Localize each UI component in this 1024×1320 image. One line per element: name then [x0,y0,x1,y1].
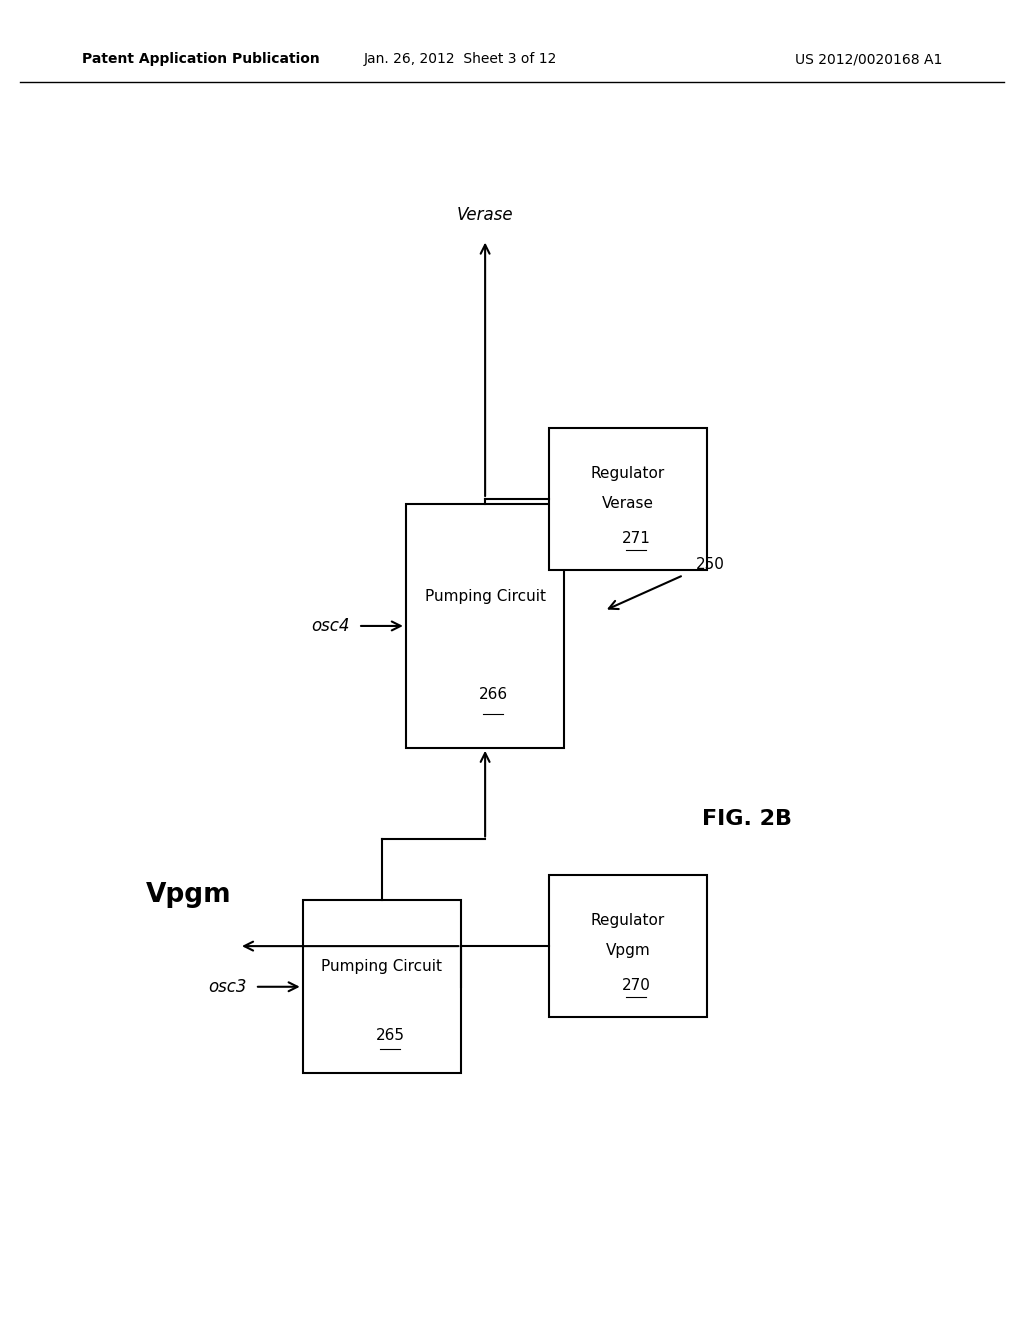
Text: 265: 265 [376,1028,404,1043]
Text: Vpgm: Vpgm [145,882,231,908]
Text: Verase: Verase [457,206,513,224]
Text: 266: 266 [478,686,508,702]
Text: Jan. 26, 2012  Sheet 3 of 12: Jan. 26, 2012 Sheet 3 of 12 [365,53,557,66]
Text: Pumping Circuit: Pumping Circuit [322,958,442,974]
Text: 271: 271 [622,531,650,546]
Text: Patent Application Publication: Patent Application Publication [82,53,319,66]
Bar [549,428,708,570]
Text: Regulator: Regulator [591,913,666,928]
Bar [549,875,708,1018]
Text: Verase: Verase [602,496,654,511]
Text: osc3: osc3 [209,978,247,995]
Text: FIG. 2B: FIG. 2B [702,809,792,829]
Text: Vpgm: Vpgm [605,942,650,958]
Text: US 2012/0020168 A1: US 2012/0020168 A1 [795,53,942,66]
Text: 250: 250 [695,557,724,573]
Text: 270: 270 [622,978,650,994]
Bar [406,504,564,748]
Bar [303,900,461,1073]
Text: osc4: osc4 [311,616,350,635]
Text: Regulator: Regulator [591,466,666,480]
Text: Pumping Circuit: Pumping Circuit [425,589,546,605]
